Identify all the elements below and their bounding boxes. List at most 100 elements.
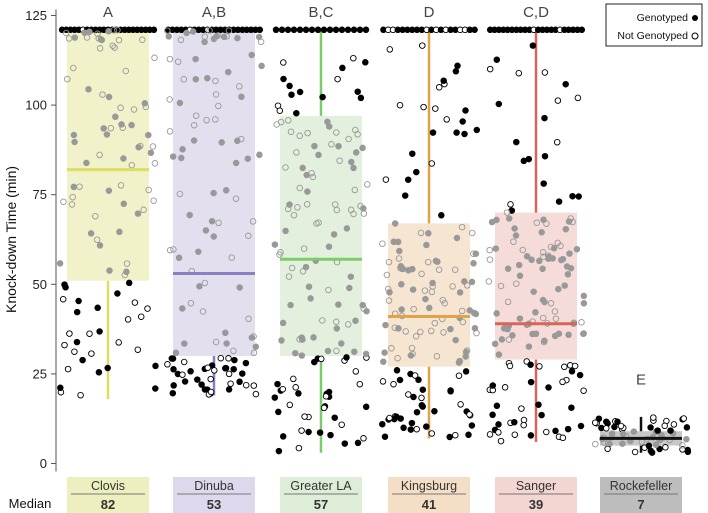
data-point <box>415 376 422 384</box>
data-point <box>99 91 106 98</box>
data-point <box>439 296 447 304</box>
data-point <box>201 33 209 40</box>
data-point <box>120 155 127 162</box>
data-point <box>431 407 438 415</box>
data-point <box>617 422 625 430</box>
data-point <box>357 94 365 102</box>
data-point <box>134 346 142 353</box>
data-point <box>169 389 177 397</box>
data-point <box>428 160 436 167</box>
data-point <box>170 246 177 253</box>
data-point <box>507 201 514 208</box>
data-point <box>172 349 180 357</box>
data-point <box>110 26 117 34</box>
data-point <box>128 121 135 129</box>
data-point <box>578 26 586 34</box>
data-point <box>580 387 587 394</box>
data-point <box>140 206 147 214</box>
data-point <box>201 386 209 393</box>
data-point <box>122 67 130 75</box>
data-point <box>77 391 84 399</box>
data-point <box>493 402 501 410</box>
data-point <box>150 26 158 34</box>
data-point <box>404 176 412 183</box>
data-point <box>335 142 342 150</box>
data-point <box>520 157 528 165</box>
data-point <box>325 286 332 294</box>
data-point <box>186 211 193 219</box>
group-letter: A <box>103 4 113 21</box>
data-point <box>128 161 136 169</box>
data-point <box>94 30 101 38</box>
data-point <box>352 149 360 156</box>
data-point <box>580 330 587 337</box>
data-point <box>359 144 366 152</box>
data-point <box>152 385 159 392</box>
data-point <box>394 354 401 362</box>
data-point <box>141 100 149 107</box>
data-point <box>134 210 142 217</box>
data-point <box>123 260 131 267</box>
data-point <box>396 247 403 255</box>
data-point <box>527 361 534 368</box>
data-point <box>427 327 435 335</box>
data-point <box>92 212 99 220</box>
data-point <box>280 75 287 83</box>
data-point <box>394 238 402 246</box>
data-point <box>363 307 370 315</box>
data-point <box>275 447 283 455</box>
data-point <box>440 77 447 84</box>
median-row-label: Median <box>9 496 52 511</box>
data-point <box>447 325 454 333</box>
data-point <box>352 368 360 375</box>
data-point <box>656 445 663 453</box>
data-point <box>359 301 366 309</box>
data-point <box>320 404 328 412</box>
data-point <box>227 380 234 387</box>
data-point <box>390 380 397 388</box>
data-point <box>106 267 113 274</box>
data-point <box>111 44 118 51</box>
data-point <box>458 223 466 231</box>
data-point <box>455 359 463 366</box>
data-point <box>545 384 552 391</box>
data-point <box>336 157 343 164</box>
data-point <box>215 219 222 227</box>
data-point <box>215 102 222 110</box>
data-point <box>250 349 258 357</box>
data-point <box>354 131 361 138</box>
data-point <box>206 27 213 34</box>
data-point <box>559 378 566 386</box>
data-point <box>541 298 548 306</box>
data-point <box>421 287 429 294</box>
data-point <box>470 250 477 257</box>
data-point <box>130 106 138 113</box>
data-point <box>309 173 317 181</box>
data-point <box>418 270 425 278</box>
data-point <box>303 171 310 179</box>
data-point <box>402 328 409 335</box>
data-point <box>679 442 686 449</box>
data-point <box>218 139 225 146</box>
data-point <box>274 380 281 388</box>
data-point <box>565 331 572 339</box>
data-point <box>147 149 155 157</box>
data-point <box>408 419 416 427</box>
data-point <box>509 332 516 339</box>
data-point <box>258 62 265 70</box>
data-point <box>419 42 426 49</box>
data-point <box>255 33 263 41</box>
data-point <box>568 368 576 375</box>
data-point <box>131 299 139 306</box>
data-point <box>210 189 217 197</box>
data-point <box>183 29 190 37</box>
data-point <box>298 352 306 359</box>
data-point <box>501 384 509 391</box>
data-point <box>86 28 93 36</box>
data-point <box>299 164 306 172</box>
data-point <box>311 358 318 366</box>
data-point <box>493 310 500 317</box>
data-point <box>504 298 512 306</box>
data-point <box>322 393 330 400</box>
data-point <box>115 36 123 44</box>
